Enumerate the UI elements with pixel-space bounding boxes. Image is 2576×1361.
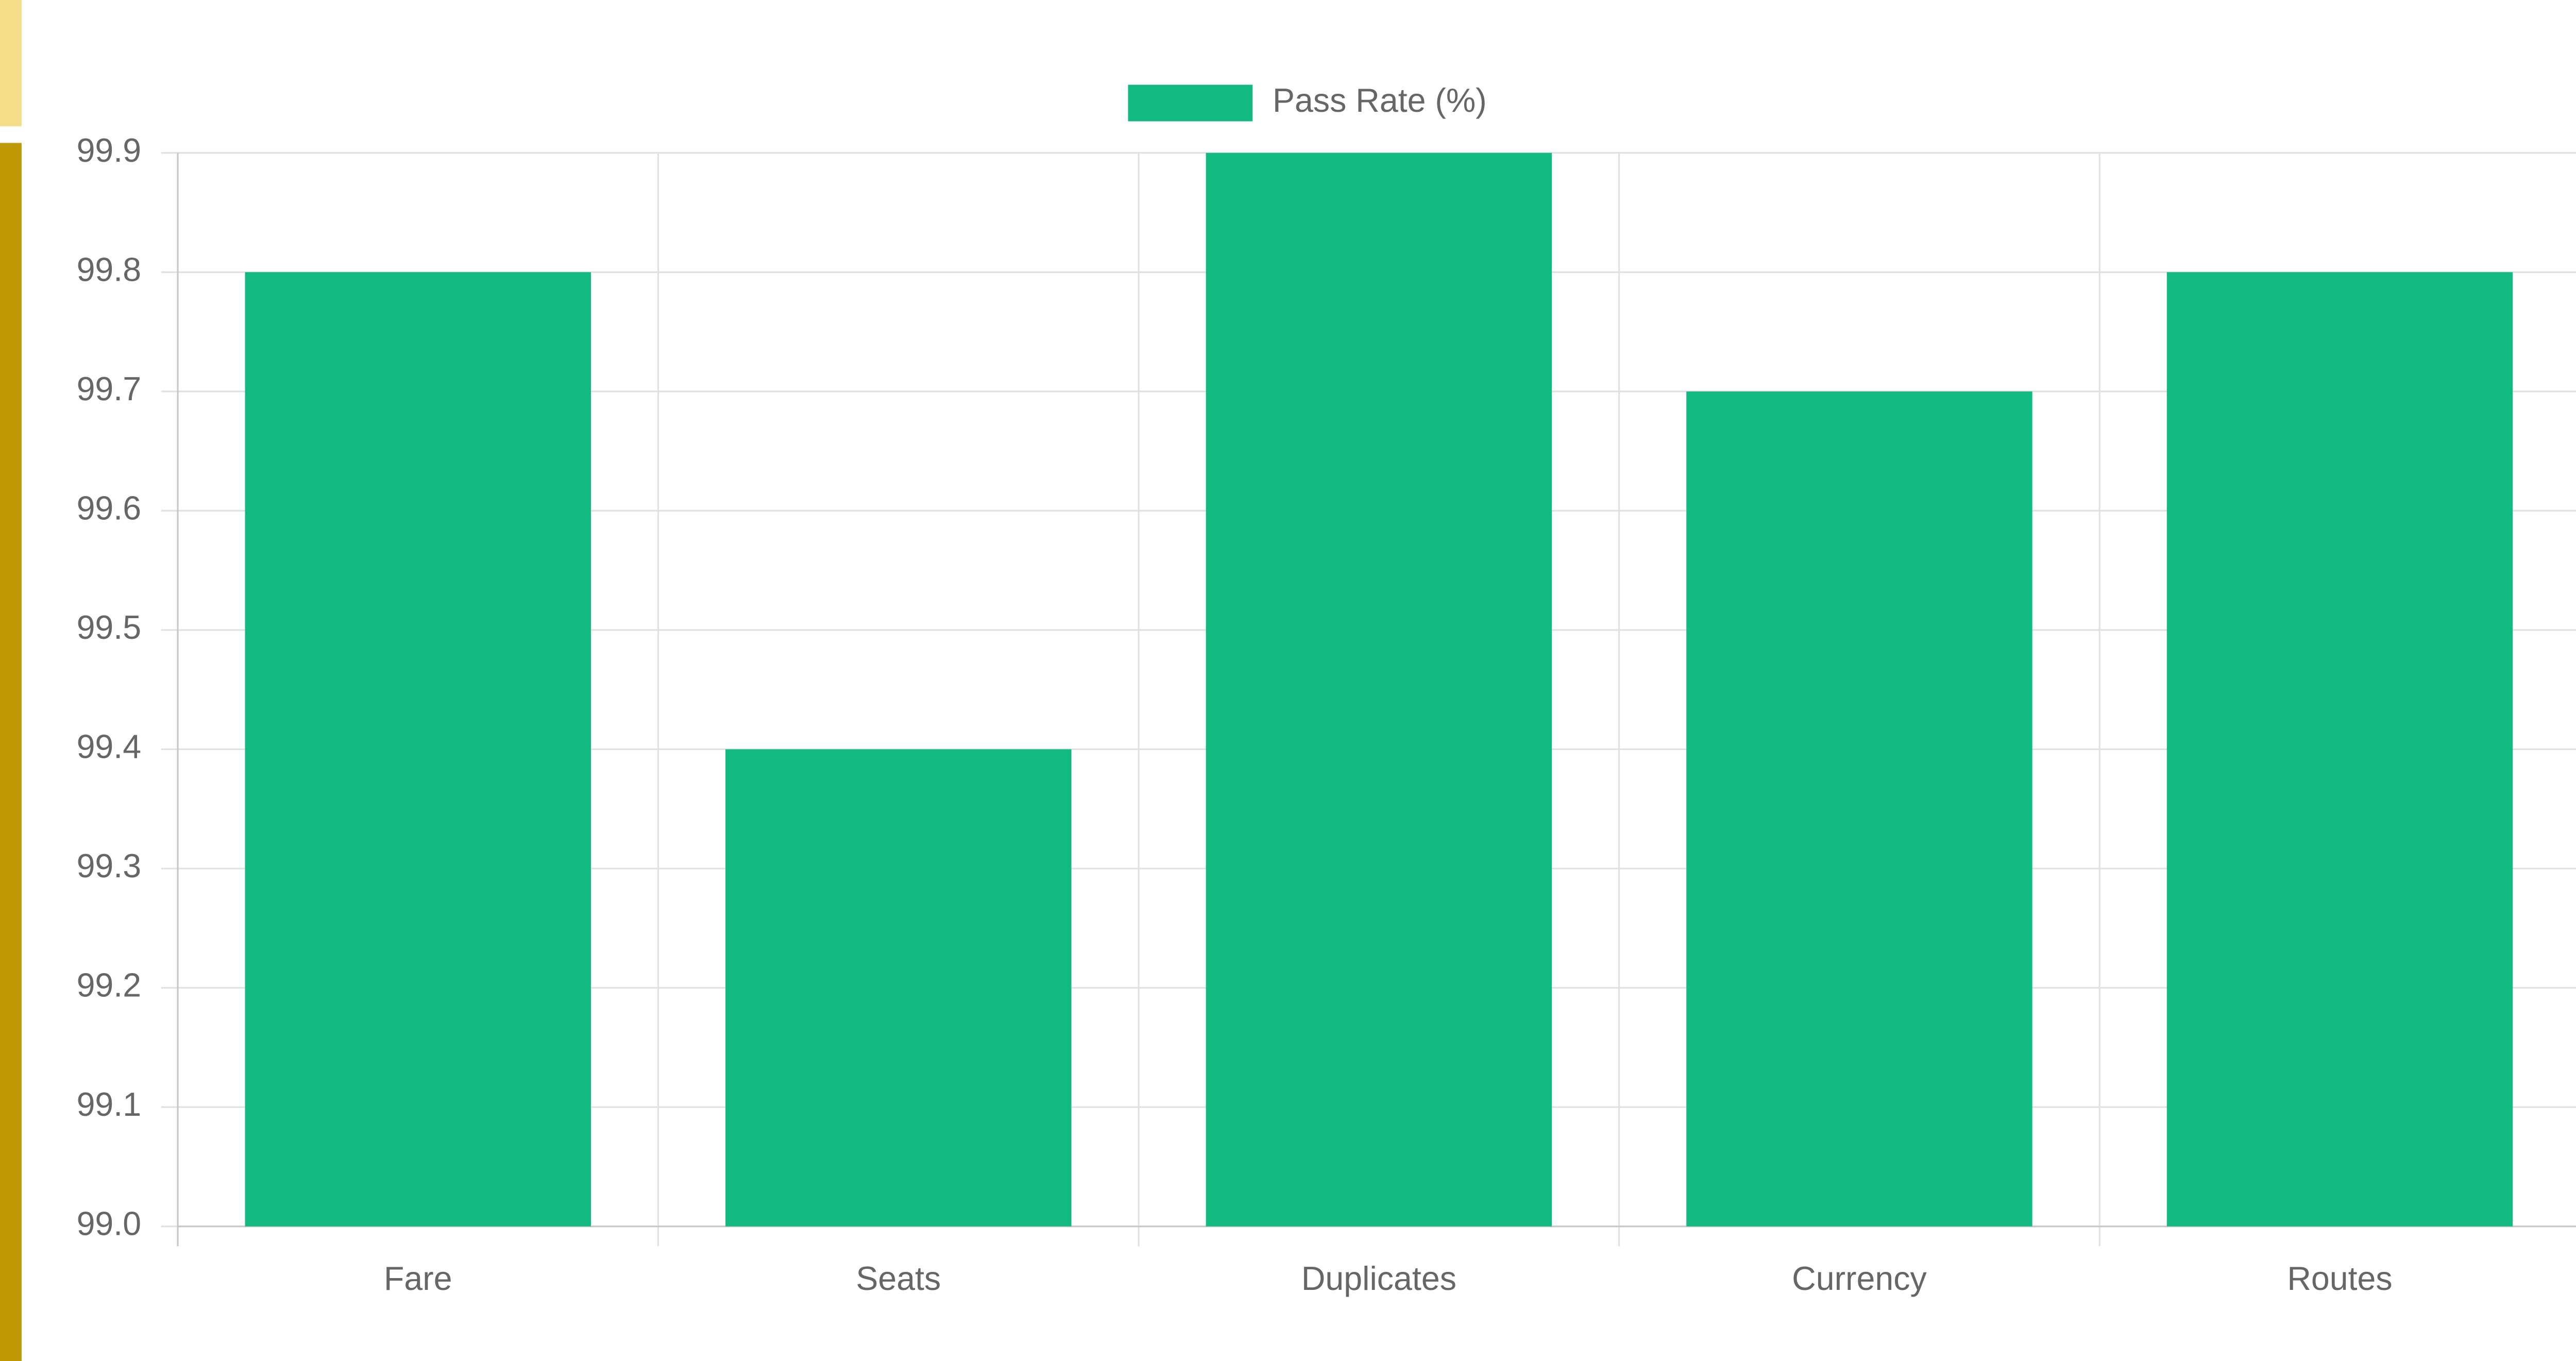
x-tick-label: Seats xyxy=(856,1260,941,1297)
bar xyxy=(1206,152,1552,1227)
y-tick-label: 99.9 xyxy=(77,132,142,169)
y-tick-label: 99.6 xyxy=(77,489,142,526)
legend-swatch xyxy=(1128,84,1253,122)
y-tick-label: 99.7 xyxy=(77,370,142,407)
y-tick-label: 99.1 xyxy=(77,1086,142,1123)
bar xyxy=(245,272,591,1227)
y-tick-label: 99.4 xyxy=(77,728,142,765)
bar xyxy=(725,749,1072,1227)
x-tick-label: Currency xyxy=(1792,1260,1927,1297)
accent-bar xyxy=(0,0,22,127)
y-tick-label: 99.5 xyxy=(77,609,142,646)
y-tick-label: 99.3 xyxy=(77,847,142,884)
bar xyxy=(1686,391,2032,1227)
legend-label: Pass Rate (%) xyxy=(1273,82,1487,119)
x-tick-label: Duplicates xyxy=(1301,1260,1456,1297)
y-tick-label: 99.2 xyxy=(77,967,142,1004)
accent-bar xyxy=(0,143,22,1361)
bar xyxy=(2166,272,2513,1227)
y-tick-label: 99.8 xyxy=(77,251,142,288)
x-tick-label: Fare xyxy=(384,1260,452,1297)
y-tick-label: 99.0 xyxy=(77,1205,142,1243)
x-tick-label: Routes xyxy=(2287,1260,2392,1297)
